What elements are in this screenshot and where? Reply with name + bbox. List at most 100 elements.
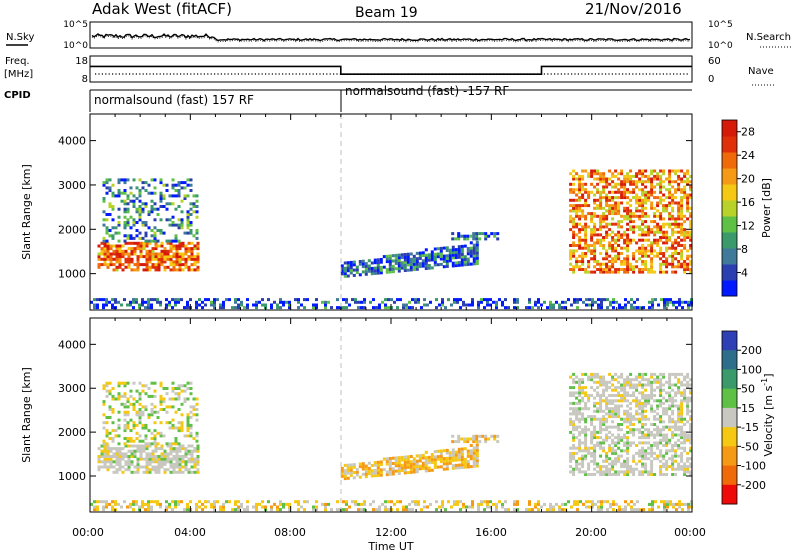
velocity-cell [632, 473, 636, 476]
power-cell [581, 262, 585, 266]
velocity-cell [127, 462, 131, 466]
power-cell [677, 225, 681, 229]
power-cell [581, 228, 585, 232]
power-cell [243, 306, 246, 310]
velocity-cell [327, 502, 330, 506]
velocity-cell [222, 502, 225, 506]
power-cell [93, 306, 96, 310]
velocity-cell [103, 457, 107, 461]
power-cell [117, 189, 121, 192]
velocity-cell [629, 372, 633, 376]
power-cell [629, 198, 633, 202]
velocity-cell [145, 465, 149, 469]
power-colorbar-tick-label: 20 [741, 173, 755, 186]
power-cell [453, 300, 456, 304]
power-cell [184, 252, 188, 256]
velocity-cell [674, 473, 678, 476]
power-cell [391, 259, 395, 263]
noise-right-tick-bottom: 10^0 [708, 41, 733, 51]
power-cell [406, 252, 410, 256]
velocity-cell [650, 383, 654, 387]
velocity-cell [584, 430, 588, 434]
velocity-cell [162, 397, 166, 401]
power-cell [430, 253, 434, 257]
power-cell [629, 204, 633, 208]
velocity-cell [460, 452, 464, 456]
velocity-cell [569, 451, 573, 455]
velocity-cell [662, 375, 666, 379]
power-cell [442, 246, 446, 250]
power-cell [198, 298, 201, 302]
power-cell [364, 270, 368, 274]
velocity-cell [686, 404, 690, 408]
velocity-cell [635, 388, 639, 392]
power-cell [672, 303, 675, 307]
power-cell [671, 230, 675, 234]
velocity-cell [609, 505, 612, 509]
power-cell [647, 225, 651, 229]
velocity-cell [466, 449, 470, 453]
velocity-cell [599, 444, 603, 447]
power-cell [647, 193, 651, 197]
velocity-cell [590, 378, 594, 382]
power-cell [186, 300, 189, 304]
power-y-tick-label: 4000 [58, 135, 86, 148]
velocity-cell [454, 456, 458, 459]
power-cell [659, 246, 663, 250]
velocity-cell [674, 423, 678, 426]
power-cell [138, 210, 142, 214]
power-cell [142, 268, 146, 272]
power-cell [372, 298, 375, 302]
velocity-cell [578, 386, 582, 390]
power-cell [379, 268, 383, 272]
power-cell [385, 257, 389, 261]
power-y-tick-label: 2000 [58, 223, 86, 236]
power-cell [130, 247, 134, 251]
power-cell [662, 169, 666, 173]
power-cell [165, 207, 169, 211]
power-cell [472, 254, 476, 258]
power-cell [581, 209, 585, 213]
power-cell [148, 249, 152, 253]
power-cell [572, 268, 576, 271]
power-colorbar-tick-label: 8 [741, 243, 748, 256]
velocity-cell [581, 378, 585, 382]
power-cell [662, 270, 666, 274]
power-cell [466, 257, 470, 261]
power-cell [130, 252, 134, 256]
power-cell [126, 207, 130, 211]
velocity-cell [186, 418, 190, 422]
velocity-cell [641, 391, 645, 395]
power-cell [364, 262, 368, 266]
velocity-cell [186, 502, 189, 506]
velocity-cell [475, 459, 479, 463]
power-cell [439, 249, 443, 253]
velocity-cell [153, 394, 157, 398]
power-cell [686, 206, 690, 210]
velocity-cell [677, 462, 681, 466]
velocity-cell [159, 408, 163, 411]
power-cell [659, 225, 663, 229]
power-cell [349, 266, 353, 270]
velocity-cell [475, 456, 479, 460]
power-cell [632, 254, 636, 258]
velocity-cell [612, 502, 615, 506]
velocity-cell [596, 407, 600, 411]
power-cell [687, 303, 690, 307]
power-cell [132, 221, 136, 224]
power-cell [448, 251, 452, 255]
velocity-cell [614, 386, 618, 390]
velocity-cell [617, 380, 621, 384]
velocity-cell [139, 444, 143, 448]
velocity-cell [273, 502, 276, 506]
power-cell [632, 212, 636, 216]
velocity-cell [216, 500, 219, 504]
power-cell [433, 260, 437, 264]
velocity-cell [169, 462, 173, 466]
velocity-cell [617, 407, 621, 411]
velocity-cell [118, 447, 122, 451]
power-cell [99, 298, 102, 302]
power-cell [160, 244, 164, 248]
velocity-cell [593, 446, 597, 450]
power-cell [102, 223, 106, 227]
